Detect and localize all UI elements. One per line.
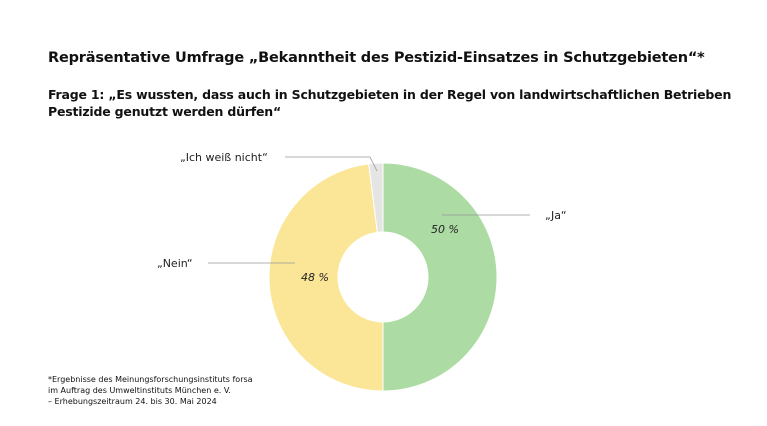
leader-line-2 <box>285 156 378 172</box>
slice-label-0: „Ja“ <box>545 209 567 222</box>
slice-label-1: „Nein“ <box>157 257 193 270</box>
value-label-0: 50 % <box>431 223 459 236</box>
chart-title: Repräsentative Umfrage „Bekanntheit des … <box>48 50 705 66</box>
slice-1 <box>268 163 384 392</box>
footnote: *Ergebnisse des Meinungsforschungsinstit… <box>48 375 253 406</box>
value-label-1: 48 % <box>301 271 329 284</box>
slice-label-2: „Ich weiß nicht“ <box>180 151 268 164</box>
chart-subtitle: Frage 1: „Es wussten, dass auch in Schut… <box>48 87 732 119</box>
slice-0 <box>382 162 498 392</box>
